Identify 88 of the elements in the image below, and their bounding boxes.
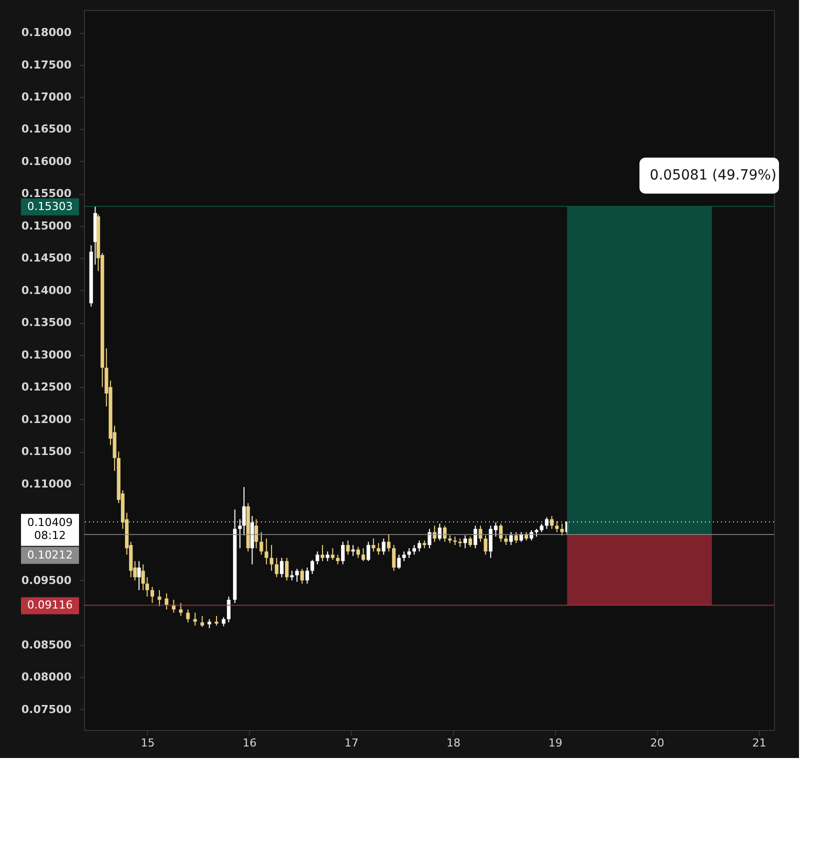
candlestick	[200, 615, 204, 628]
y-tick-label: 0.13500	[21, 316, 72, 330]
candlestick	[208, 618, 212, 629]
candlestick	[372, 538, 376, 552]
candlestick	[376, 542, 380, 556]
y-tick-label: 0.18000	[21, 26, 72, 40]
candlestick	[179, 602, 183, 616]
candlestick	[407, 548, 411, 558]
y-tick-label: 0.14500	[21, 252, 72, 265]
candlestick	[509, 532, 513, 546]
candlestick	[330, 548, 334, 560]
candlestick	[214, 615, 218, 626]
candlestick	[366, 541, 370, 562]
y-tick-label: 0.11000	[21, 477, 72, 490]
candlestick	[560, 523, 564, 536]
x-tick-label: 17	[344, 736, 359, 750]
ref-line-label: 0.10409 08:12	[27, 516, 73, 542]
candlestick	[463, 534, 467, 549]
annotation: 0.05081 (49.79%)	[650, 168, 776, 184]
candlestick	[295, 568, 299, 582]
candlestick	[341, 541, 345, 565]
candlestick	[346, 540, 350, 556]
candlestick	[222, 616, 226, 627]
y-tick-label: 0.17500	[21, 58, 72, 72]
y-tick-label: 0.15000	[21, 219, 72, 232]
y-tick-label: 0.13000	[21, 348, 72, 362]
x-tick-label: 20	[650, 736, 664, 750]
y-tick-label: 0.16000	[21, 154, 72, 168]
candlestick	[386, 534, 391, 552]
x-tick-label: 15	[140, 736, 155, 750]
y-tick-label: 0.08500	[21, 638, 72, 652]
candlestick	[504, 534, 508, 546]
candlestick	[260, 532, 264, 556]
candlestick	[336, 554, 340, 565]
candlestick	[186, 608, 190, 623]
candlestick	[392, 544, 396, 572]
x-tick-label: 19	[548, 736, 562, 750]
candlestick	[305, 567, 310, 584]
candlestick	[514, 532, 518, 544]
candlestick	[468, 536, 472, 548]
candlestick	[274, 557, 278, 578]
candlestick	[555, 520, 559, 533]
candlestick	[226, 596, 231, 623]
ref-line-label: 0.15303	[27, 200, 73, 213]
y-tick-label: 0.16500	[21, 122, 72, 136]
candlestick	[193, 612, 197, 626]
candlestick	[499, 523, 503, 542]
candlestick	[418, 540, 422, 552]
candlestick	[316, 550, 320, 565]
candlestick	[320, 544, 324, 562]
candlestick	[164, 592, 168, 610]
y-tick-label: 0.12000	[21, 412, 72, 426]
candlestick	[150, 586, 154, 604]
candlestick	[310, 559, 314, 575]
y-tick-label: 0.09500	[21, 574, 72, 587]
ref-line-label: 0.10212	[27, 548, 73, 562]
candlestick	[254, 518, 258, 549]
x-tick-label: 18	[446, 736, 460, 750]
candlestick	[137, 560, 141, 591]
y-tick-label: 0.14000	[21, 284, 72, 297]
candlestick	[264, 538, 268, 565]
candlestick	[412, 544, 416, 556]
y-tick-label: 0.11500	[21, 445, 72, 458]
x-tick-label: 16	[242, 736, 257, 750]
candlestick	[356, 546, 360, 558]
y-tick-label: 0.07500	[21, 702, 72, 716]
candlestick	[478, 525, 482, 542]
candlestick	[326, 550, 330, 562]
candlestick	[474, 525, 478, 549]
candlestick	[397, 554, 401, 570]
candlestick	[428, 528, 432, 549]
candlestick	[484, 534, 488, 556]
candlestick	[158, 590, 162, 607]
candlestick	[280, 557, 284, 578]
candlestick	[285, 557, 289, 581]
candlestick	[402, 550, 406, 562]
candlestick	[270, 544, 274, 572]
candlestick	[382, 538, 386, 556]
candlestick	[550, 516, 554, 530]
y-tick-label: 0.17000	[21, 90, 72, 104]
candlestick	[300, 568, 304, 584]
ref-line-label: 0.09116	[27, 598, 73, 612]
candlestick	[351, 544, 355, 556]
candlestick	[361, 548, 366, 562]
y-tick-label: 0.12500	[21, 380, 72, 394]
y-tick-label: 0.15500	[21, 187, 72, 200]
y-tick-label: 0.08000	[21, 670, 72, 684]
x-tick-label: 21	[752, 736, 766, 750]
